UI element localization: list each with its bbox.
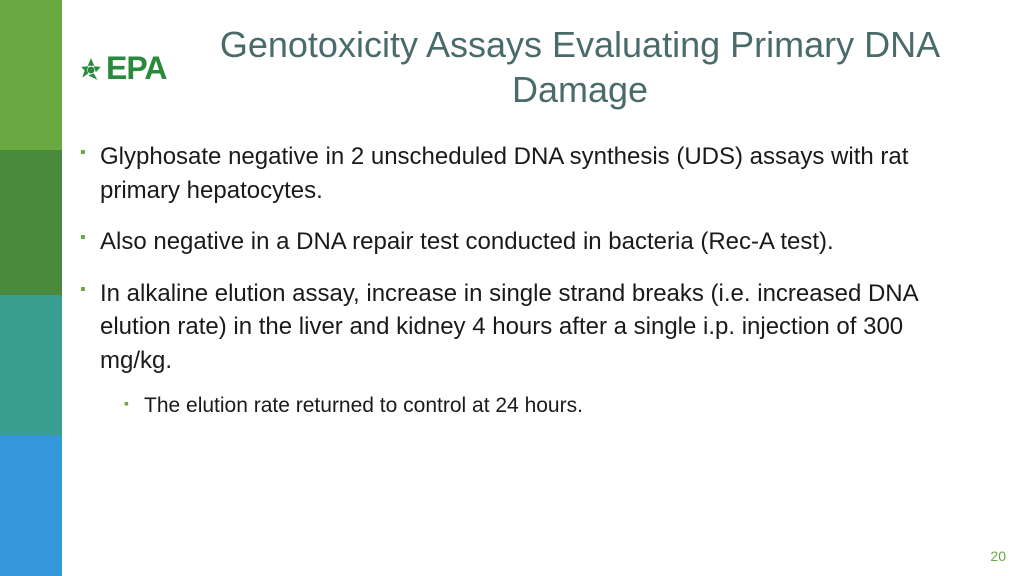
- bullet-item: Also negative in a DNA repair test condu…: [80, 225, 980, 259]
- bullet-item: In alkaline elution assay, increase in s…: [80, 277, 980, 420]
- sub-bullet-text: The elution rate returned to control at …: [144, 394, 583, 417]
- stripe-green-dark: [0, 150, 62, 295]
- stripe-teal: [0, 295, 62, 435]
- bullet-text: In alkaline elution assay, increase in s…: [100, 280, 917, 374]
- epa-logo: EPA: [78, 50, 166, 87]
- slide-title: Genotoxicity Assays Evaluating Primary D…: [210, 22, 950, 112]
- epa-logo-text: EPA: [106, 50, 166, 87]
- epa-flower-icon: [78, 56, 104, 82]
- stripe-green-light: [0, 0, 62, 150]
- stripe-blue: [0, 435, 62, 576]
- sub-bullet-item: The elution rate returned to control at …: [124, 392, 980, 420]
- color-sidebar: [0, 0, 62, 576]
- slide-body: Glyphosate negative in 2 unscheduled DNA…: [80, 140, 980, 438]
- page-number: 20: [990, 548, 1006, 564]
- bullet-text: Also negative in a DNA repair test condu…: [100, 228, 834, 255]
- bullet-item: Glyphosate negative in 2 unscheduled DNA…: [80, 140, 980, 207]
- bullet-text: Glyphosate negative in 2 unscheduled DNA…: [100, 143, 908, 204]
